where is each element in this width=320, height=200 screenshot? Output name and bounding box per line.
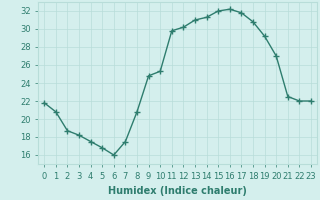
X-axis label: Humidex (Indice chaleur): Humidex (Indice chaleur) bbox=[108, 186, 247, 196]
